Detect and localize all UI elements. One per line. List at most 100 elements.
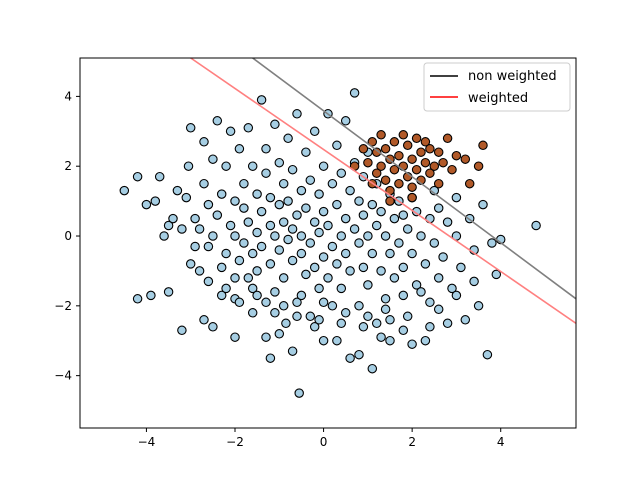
majority-point bbox=[265, 192, 276, 203]
majority-point bbox=[274, 245, 285, 255]
majority-point bbox=[336, 168, 347, 178]
minority-point bbox=[464, 178, 475, 189]
majority-point bbox=[239, 178, 249, 189]
majority-point bbox=[150, 196, 161, 206]
majority-point bbox=[327, 178, 338, 189]
majority-point bbox=[323, 273, 333, 283]
majority-point bbox=[371, 318, 382, 329]
majority-point bbox=[416, 231, 426, 241]
majority-point bbox=[469, 276, 479, 287]
minority-point bbox=[407, 154, 417, 164]
majority-point bbox=[283, 234, 293, 245]
majority-point bbox=[274, 157, 285, 168]
minority-point bbox=[433, 147, 444, 157]
majority-point bbox=[314, 189, 324, 199]
majority-point bbox=[230, 196, 240, 206]
majority-point bbox=[296, 185, 307, 196]
x-tick-label: 4 bbox=[497, 435, 505, 449]
majority-point bbox=[287, 255, 298, 266]
majority-point bbox=[363, 311, 373, 322]
majority-point bbox=[274, 199, 285, 210]
majority-point bbox=[234, 144, 245, 154]
majority-point bbox=[239, 203, 249, 213]
majority-point bbox=[447, 283, 457, 294]
weighted-line bbox=[190, 58, 576, 324]
majority-point bbox=[216, 262, 227, 273]
majority-point bbox=[185, 123, 196, 133]
majority-point bbox=[177, 224, 187, 234]
majority-point bbox=[367, 248, 378, 259]
y-tick-label: −2 bbox=[54, 299, 72, 313]
majority-point bbox=[376, 332, 386, 342]
majority-point bbox=[318, 161, 329, 171]
majority-point bbox=[433, 304, 444, 315]
majority-point bbox=[460, 315, 471, 325]
majority-point bbox=[247, 248, 258, 259]
majority-point bbox=[411, 280, 422, 290]
majority-point bbox=[256, 241, 267, 252]
majority-point bbox=[345, 353, 355, 363]
majority-point bbox=[385, 248, 395, 259]
majority-point bbox=[221, 248, 231, 259]
x-tick-label: 2 bbox=[408, 435, 416, 449]
minority-point bbox=[429, 161, 440, 171]
majority-point bbox=[216, 189, 227, 199]
majority-point bbox=[438, 252, 448, 262]
minority-point bbox=[376, 161, 386, 171]
majority-point bbox=[332, 335, 342, 346]
majority-point bbox=[265, 220, 276, 231]
majority-point bbox=[270, 287, 280, 297]
minority-point bbox=[442, 133, 453, 144]
majority-point bbox=[380, 231, 391, 241]
majority-point bbox=[371, 220, 382, 231]
majority-point bbox=[380, 304, 391, 315]
majority-point bbox=[181, 192, 192, 203]
majority-point bbox=[451, 290, 462, 301]
minority-point bbox=[411, 164, 422, 175]
majority-point bbox=[309, 322, 320, 332]
majority-point bbox=[247, 283, 258, 294]
majority-point bbox=[314, 283, 324, 294]
majority-point bbox=[159, 231, 169, 241]
majority-point bbox=[261, 144, 271, 154]
majority-point bbox=[314, 315, 324, 325]
majority-point bbox=[318, 206, 329, 217]
minority-point bbox=[380, 175, 391, 185]
majority-point bbox=[442, 318, 453, 329]
legend: non weighted weighted bbox=[423, 62, 571, 112]
majority-point bbox=[283, 133, 293, 144]
majority-point bbox=[203, 199, 214, 210]
majority-point bbox=[203, 241, 214, 252]
plot-frame bbox=[79, 57, 577, 429]
majority-point bbox=[278, 273, 289, 283]
majority-point bbox=[146, 290, 156, 301]
minority-point bbox=[460, 154, 471, 164]
minority-point bbox=[398, 161, 409, 171]
minority-point bbox=[371, 168, 382, 178]
minority-point bbox=[398, 130, 409, 140]
majority-point bbox=[177, 325, 187, 336]
majority-point bbox=[367, 363, 378, 374]
majority-point bbox=[394, 238, 404, 248]
majority-point bbox=[318, 252, 329, 262]
majority-point bbox=[172, 185, 183, 196]
minority-point bbox=[447, 164, 457, 175]
legend-label-weighted: weighted bbox=[468, 91, 528, 106]
majority-point bbox=[301, 203, 311, 213]
majority-point bbox=[301, 269, 311, 280]
majority-point bbox=[132, 171, 143, 182]
majority-point bbox=[234, 255, 245, 266]
majority-point bbox=[281, 318, 291, 329]
majority-point bbox=[340, 116, 351, 126]
majority-point bbox=[425, 297, 435, 308]
minority-point bbox=[438, 157, 448, 168]
minority-point bbox=[433, 178, 444, 189]
majority-point bbox=[318, 297, 329, 308]
minority-point bbox=[425, 144, 435, 154]
minority-point bbox=[376, 130, 386, 140]
majority-point bbox=[270, 308, 280, 318]
majority-point bbox=[252, 266, 262, 276]
majority-point bbox=[292, 210, 302, 220]
majority-point bbox=[332, 140, 342, 151]
majority-point bbox=[376, 206, 386, 217]
